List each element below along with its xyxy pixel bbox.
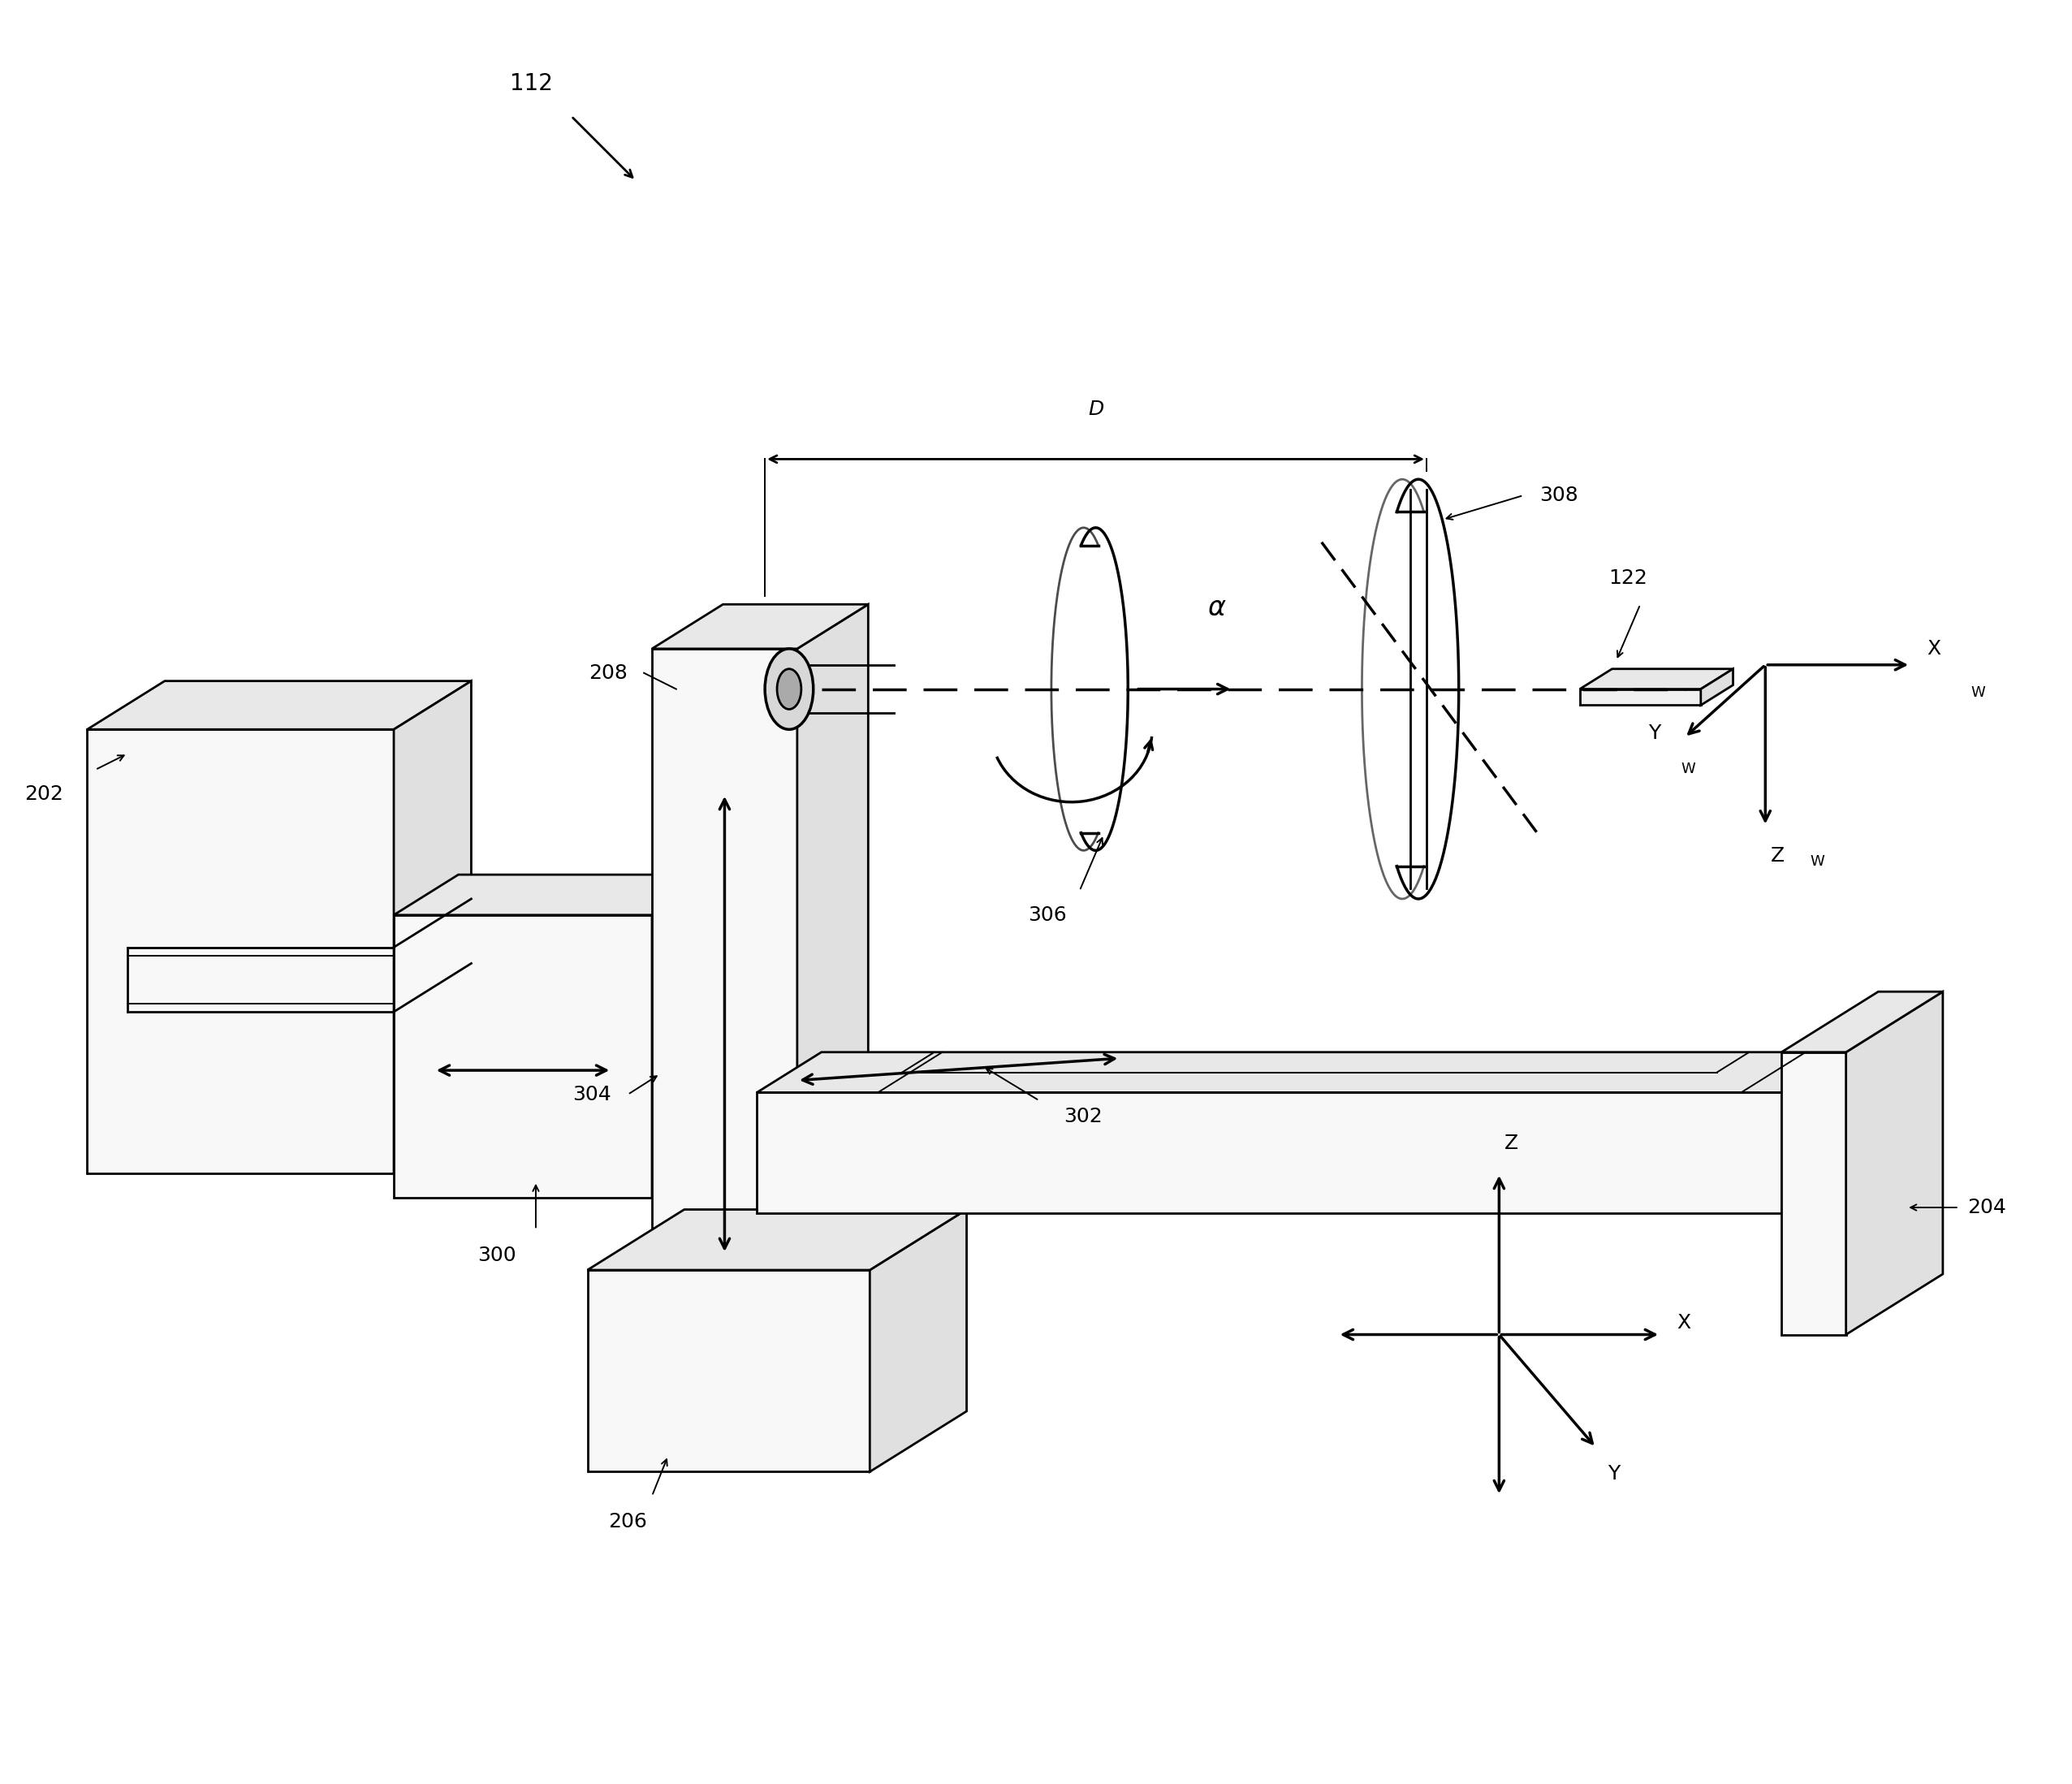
Text: 302: 302 [1063,1108,1102,1126]
Text: 204: 204 [1966,1197,2006,1217]
Polygon shape [798,605,868,1334]
Text: Z: Z [1769,846,1784,865]
Polygon shape [1782,992,1944,1053]
Polygon shape [1579,689,1701,705]
Text: 304: 304 [572,1085,611,1104]
Text: D: D [1088,400,1104,419]
Polygon shape [87,681,470,730]
Polygon shape [588,1270,870,1472]
Polygon shape [756,1092,1782,1213]
Text: Y: Y [1608,1463,1620,1483]
Text: 300: 300 [479,1245,516,1265]
Polygon shape [1846,992,1944,1334]
Polygon shape [1579,669,1732,689]
Polygon shape [394,681,470,1174]
Text: $\alpha$: $\alpha$ [1208,596,1227,621]
Text: Z: Z [1504,1133,1519,1152]
Polygon shape [394,874,717,915]
Text: 208: 208 [588,664,628,683]
Polygon shape [870,1210,968,1472]
Polygon shape [394,915,653,1197]
Polygon shape [653,649,798,1334]
Text: W: W [1680,762,1695,776]
Text: 122: 122 [1608,569,1647,589]
Ellipse shape [777,669,802,710]
Text: X: X [1927,639,1941,658]
Text: 308: 308 [1539,485,1579,505]
Text: 202: 202 [25,785,62,805]
Polygon shape [1782,1053,1846,1334]
Polygon shape [756,1053,1846,1092]
Polygon shape [1701,669,1732,705]
Polygon shape [653,874,717,1197]
Text: W: W [1809,855,1823,869]
Text: 112: 112 [510,73,553,95]
Polygon shape [87,730,394,1174]
Ellipse shape [765,649,814,730]
Polygon shape [588,1210,968,1270]
Text: W: W [1970,685,1985,699]
Polygon shape [653,605,868,649]
Text: Y: Y [1647,724,1660,744]
Text: X: X [1676,1313,1691,1333]
Text: 306: 306 [1028,904,1067,924]
Text: 206: 206 [609,1513,646,1532]
